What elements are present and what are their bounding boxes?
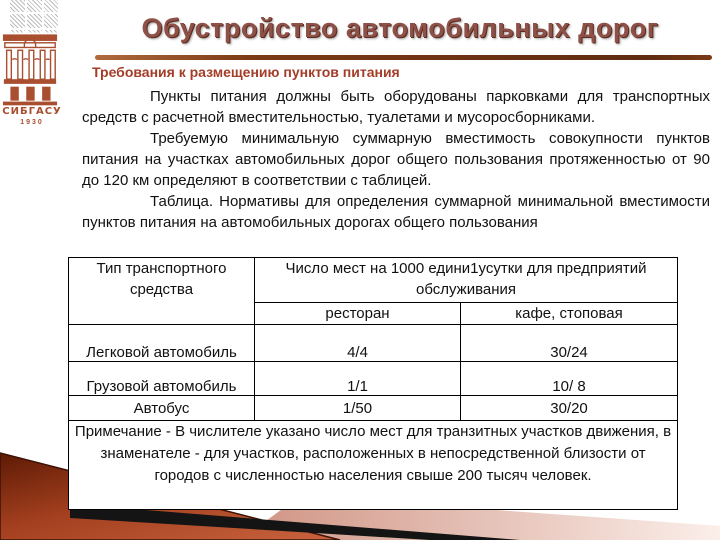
cell-vehicle-type: Автобус <box>68 395 255 421</box>
title-divider <box>95 55 712 60</box>
cell-vehicle-type: Легковой автомобиль <box>68 324 255 362</box>
cell-cafe-value: 30/20 <box>459 395 679 421</box>
logo-acronym-text: СИБГАСУ <box>2 106 62 117</box>
table-row-car: Легковой автомобиль 4/4 30/24 <box>68 324 679 362</box>
table-row-bus: Автобус 1/50 30/20 <box>68 395 679 421</box>
table-subheader-row: ресторан кафе, стоповая <box>69 302 679 325</box>
table-note-text: Примечание - В числителе указано число м… <box>67 420 679 510</box>
table-row-truck: Грузовой автомобиль 1/1 10/ 8 <box>68 361 679 396</box>
table-note-row: Примечание - В числителе указано число м… <box>67 420 679 510</box>
subheader-cafe: кафе, стоповая <box>459 302 679 325</box>
paragraph-requirements: Пункты питания должны быть оборудованы п… <box>82 88 710 126</box>
capacity-norms-table: Тип транспортного средства Число мест на… <box>67 257 679 510</box>
paragraph-capacity: Требуемую минимальную суммарную вместимо… <box>82 130 710 189</box>
ribbon-black-band <box>70 504 520 540</box>
header-vehicle-type: Тип транспортного средства <box>68 257 255 325</box>
table-header-row: Тип транспортного средства Число мест на… <box>68 257 679 325</box>
subheader-restaurant: ресторан <box>254 302 461 325</box>
university-building-logo-icon <box>2 32 58 106</box>
university-logo: СИБГАСУ 1930 <box>0 0 72 140</box>
cell-restaurant-value: 4/4 <box>254 324 461 362</box>
cell-cafe-value: 10/ 8 <box>459 361 679 396</box>
cell-cafe-value: 30/24 <box>459 324 679 362</box>
paragraph-table-caption: Таблица. Нормативы для определения сумма… <box>82 193 710 231</box>
logo-year-text: 1930 <box>20 119 44 126</box>
section-subtitle: Требования к размещению пунктов питания <box>92 64 400 80</box>
body-text-block: Пункты питания должны быть оборудованы п… <box>82 86 710 233</box>
cell-vehicle-type: Грузовой автомобиль <box>68 361 255 396</box>
cell-restaurant-value: 1/50 <box>254 395 461 421</box>
page-title: Обустройство автомобильных дорог <box>141 13 659 43</box>
header-seats-per-1000: Число мест на 1000 едини1усутки для пред… <box>253 257 679 303</box>
cell-restaurant-value: 1/1 <box>254 361 461 396</box>
